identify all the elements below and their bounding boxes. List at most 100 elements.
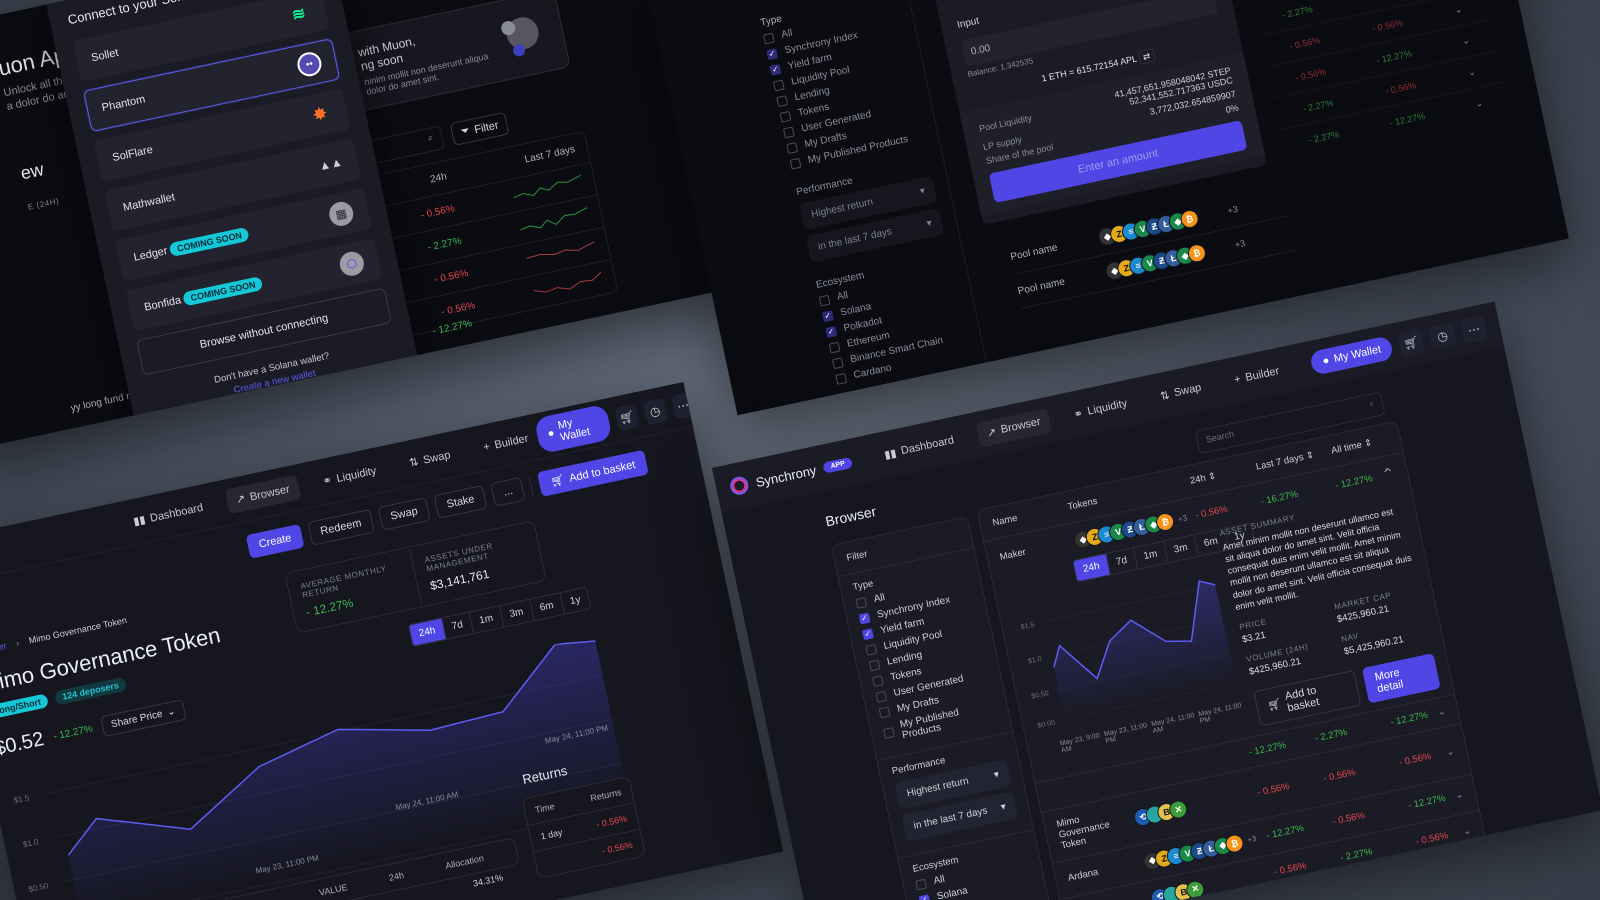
checkbox-icon	[883, 727, 895, 739]
solflare-star-icon: ✸	[310, 102, 330, 125]
table-row[interactable]: - 0.56%	[328, 258, 618, 352]
expanded-row[interactable]: Maker ◆ Z ≡ V Ƶ Ł ◆ ₿ +3 - 0.56% - 16.27% - 12.2…	[984, 453, 1455, 784]
chevron-down-icon: ⌄	[1453, 3, 1464, 16]
range-7d[interactable]: 7d	[1106, 548, 1139, 575]
chevron-down-icon: ▾	[918, 185, 927, 198]
trend-icon: ↗	[234, 492, 247, 507]
input-2-label: Input	[956, 15, 981, 31]
nav-liquidity[interactable]: ⚭ Liquidity	[1072, 397, 1129, 421]
brand[interactable]: Synchrony APP	[728, 453, 854, 497]
cart-icon: 🛒︎	[1266, 698, 1283, 713]
nav-browser[interactable]: ↗ Browser	[975, 407, 1052, 448]
range-3m[interactable]: 3m	[1163, 535, 1199, 563]
filter-button[interactable]: ⏷ Filter	[449, 111, 510, 146]
add-to-basket-button[interactable]: 🛒︎ Add to basket	[537, 449, 649, 497]
row-name: Maker	[998, 546, 1027, 563]
user-icon: ●	[1321, 354, 1331, 368]
filter-icon: ⏷	[459, 124, 471, 139]
col-allocation[interactable]: Allocation	[444, 853, 485, 871]
page-title: Browser	[823, 503, 878, 530]
range-7d[interactable]: 7d	[441, 612, 474, 639]
swap-icon: ⇅	[1159, 388, 1171, 403]
col-24h[interactable]: 24h ⇕	[1189, 470, 1218, 487]
share-value: 0%	[1224, 102, 1240, 115]
chevron-right-icon: ›	[15, 637, 21, 649]
swap-rate-icon[interactable]: ⇄	[1137, 47, 1156, 65]
col-value[interactable]: VALUE	[318, 881, 349, 898]
chevron-down-icon: ⌄	[1462, 825, 1473, 838]
range-24h[interactable]: 24h	[1073, 553, 1111, 582]
my-wallet-button[interactable]: ● My Wallet	[1309, 335, 1395, 376]
nav-liquidity[interactable]: ⚭ Liquidity	[321, 464, 378, 489]
col-24h[interactable]: 24h	[388, 870, 405, 883]
chevron-down-icon: ⌄	[1466, 66, 1477, 78]
redeem-button[interactable]: Redeem	[307, 508, 375, 546]
nav-dashboard[interactable]: ▮▮ Dashboard	[883, 434, 956, 462]
table-row[interactable]: - 0.56%	[308, 162, 597, 255]
checkbox-checked-icon: ✓	[766, 47, 779, 60]
swap-button[interactable]: Swap	[377, 496, 431, 531]
checkbox-icon	[789, 157, 802, 170]
col-all-time[interactable]: All time ⇕	[1330, 437, 1374, 457]
nav-browser[interactable]: ↗ Browser	[224, 474, 301, 515]
checkbox-checked-icon: ✓	[769, 63, 782, 76]
chevron-down-icon: ⌄	[1461, 34, 1471, 47]
price-change: - 12.27%	[52, 723, 94, 743]
sparkline-up-icon	[513, 174, 581, 199]
plus-icon: +	[1233, 373, 1242, 387]
user-icon: ●	[546, 426, 556, 440]
range-1m[interactable]: 1m	[1133, 541, 1169, 569]
more-detail-button[interactable]: More detail	[1361, 652, 1441, 704]
sparkline-down-icon	[526, 241, 595, 259]
nav-builder[interactable]: + Builder	[1233, 365, 1281, 387]
more-icon[interactable]: ⋯	[670, 391, 696, 419]
col-name[interactable]: Name	[991, 512, 1019, 529]
chevron-up-icon[interactable]: ⌃	[1380, 465, 1397, 485]
range-24h[interactable]: 24h	[408, 618, 447, 646]
range-1m[interactable]: 1m	[469, 606, 505, 634]
nav-swap[interactable]: ⇅ Swap	[1159, 381, 1203, 403]
create-button[interactable]: Create	[245, 523, 305, 559]
chevron-down-icon: ⌄	[166, 705, 177, 719]
checkbox-checked-icon: ✓	[861, 627, 874, 640]
bar-chart-icon: ▮▮	[883, 446, 898, 462]
token-icons: ⟲ B ✕	[1132, 784, 1260, 828]
cart-icon[interactable]: 🛒︎	[614, 403, 640, 431]
liquidity-icon: ⚭	[1072, 407, 1085, 421]
clock-icon[interactable]: ◷	[642, 397, 668, 425]
checkbox-icon	[818, 294, 831, 307]
table-row[interactable]: - 0.56%	[321, 226, 611, 319]
col-7d[interactable]: Last 7 days ⇕	[1254, 449, 1316, 473]
vault-allocation-value: 34.31%	[472, 872, 505, 889]
table-row[interactable]: - 2.27%	[315, 194, 604, 287]
chevron-down-icon: ⌄	[1454, 789, 1465, 802]
checkbox-icon	[865, 643, 878, 656]
col-24h[interactable]: 24h	[429, 171, 448, 186]
add-liquidity-modal: InputMAX◆ ETH ▾ 0.00 Balance: 0.4659879 …	[918, 0, 1267, 226]
my-wallet-button[interactable]: ● My Wallet	[533, 403, 613, 454]
chevron-down-icon: ⌄	[1474, 97, 1484, 109]
more-actions-button[interactable]: ...	[490, 476, 526, 507]
clock-icon[interactable]: ◷	[1428, 321, 1457, 351]
range-1y[interactable]: 1y	[569, 594, 582, 608]
browser-screen: Synchrony APP ▮▮ Dashboard ↗ Browser ⚭ Liqu…	[712, 301, 1600, 900]
col-7d[interactable]: Last 7 days	[523, 144, 577, 166]
range-6m[interactable]: 6m	[529, 593, 565, 621]
maker-price-chart: $0.00 $0.50 $1.0 $1.5	[1020, 580, 1237, 730]
svg-text:$0.50: $0.50	[1031, 690, 1050, 701]
stake-button[interactable]: Stake	[433, 484, 488, 519]
nav-builder[interactable]: + Builder	[482, 432, 530, 454]
cart-icon[interactable]: 🛒︎	[1397, 328, 1426, 358]
checkbox-checked-icon: ✓	[821, 309, 834, 322]
breadcrumb-browser[interactable]: Browser	[0, 640, 8, 658]
range-3m[interactable]: 3m	[499, 599, 535, 627]
nav-swap[interactable]: ⇅ Swap	[408, 448, 452, 470]
nav-dashboard[interactable]: ▮▮ Dashboard	[132, 501, 205, 529]
more-icon[interactable]: ⋯	[1459, 315, 1489, 344]
octopus-illustration-icon	[501, 17, 539, 57]
synchrony-logo-icon	[728, 475, 750, 497]
promo-card[interactable]: with Muon, ng soon ninim mollit non dese…	[338, 0, 571, 113]
checkbox-icon	[762, 32, 775, 44]
search-icon: ⌕	[426, 132, 435, 145]
bar-chart-icon: ▮▮	[132, 513, 147, 529]
